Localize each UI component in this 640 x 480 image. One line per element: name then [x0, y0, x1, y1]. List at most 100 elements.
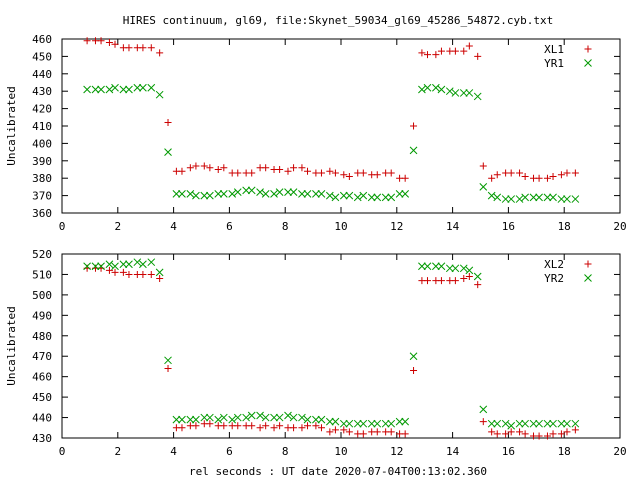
data-point	[220, 422, 228, 430]
data-point	[515, 195, 524, 203]
data-point	[83, 262, 91, 271]
x-tick-label: 10	[334, 445, 347, 458]
data-point	[387, 169, 395, 177]
data-point	[298, 424, 306, 432]
data-point	[543, 419, 552, 428]
data-point	[284, 411, 292, 420]
data-point	[317, 169, 325, 177]
data-point	[451, 47, 459, 55]
data-point	[410, 122, 418, 130]
x-tick-label: 2	[114, 220, 121, 233]
data-point	[423, 51, 431, 59]
data-point	[395, 417, 404, 426]
data-point	[373, 419, 382, 428]
data-point	[493, 430, 501, 438]
data-point	[206, 420, 214, 428]
data-point	[345, 191, 354, 200]
data-point	[147, 270, 155, 278]
x-tick-label: 0	[59, 445, 66, 458]
y-axis-label: Uncalibrated	[5, 306, 18, 385]
data-point	[487, 191, 496, 200]
data-point	[345, 419, 354, 428]
y-tick-label: 420	[32, 103, 52, 116]
data-point	[557, 419, 566, 428]
data-point	[367, 193, 376, 202]
data-point	[563, 169, 571, 177]
data-point	[473, 272, 482, 281]
data-point	[97, 262, 105, 271]
data-point	[242, 186, 250, 195]
data-point	[432, 262, 440, 271]
top-panel: 0 2 4 6 8 10 12 14 16 18 20 360 370 380 390 400 410 420 43…	[5, 33, 627, 233]
data-point	[549, 193, 557, 202]
x-tick-label: 18	[558, 445, 571, 458]
y-tick-label: 510	[32, 268, 52, 281]
data-point	[359, 430, 367, 438]
data-point	[276, 422, 284, 430]
data-point	[529, 419, 538, 428]
data-point	[473, 92, 482, 101]
data-point	[401, 417, 410, 426]
data-point	[276, 166, 284, 173]
data-point	[275, 188, 284, 196]
data-point	[501, 195, 510, 203]
data-point	[359, 419, 368, 428]
data-point	[275, 413, 284, 422]
bottom-panel: 0 2 4 6 8 10 12 14 16 18 20 430 440 450 460 470 480 490 50…	[5, 248, 627, 458]
data-point	[111, 83, 119, 92]
data-point	[515, 419, 524, 428]
legend-marker	[584, 274, 592, 282]
data-point	[339, 419, 348, 428]
data-point	[401, 174, 409, 182]
data-point	[234, 169, 242, 177]
data-point	[535, 419, 543, 428]
data-point	[423, 262, 432, 271]
data-point	[325, 417, 334, 426]
y-tick-label: 450	[32, 50, 52, 63]
data-point	[139, 270, 147, 278]
data-point	[331, 169, 339, 177]
data-point	[83, 85, 91, 94]
data-point	[192, 162, 200, 170]
y-tick-label: 440	[32, 68, 52, 81]
data-point	[206, 413, 214, 422]
data-point	[487, 419, 496, 428]
data-point	[178, 424, 186, 432]
data-point	[270, 424, 278, 432]
x-tick-label: 8	[282, 220, 289, 233]
y-tick-label: 460	[32, 33, 52, 46]
data-point	[242, 413, 250, 422]
data-point	[535, 174, 543, 182]
x-tick-label: 12	[390, 445, 403, 458]
data-point	[549, 430, 557, 438]
data-point	[105, 266, 113, 274]
x-tick-label: 16	[502, 220, 515, 233]
data-point	[125, 270, 133, 278]
data-point	[437, 277, 445, 285]
y-tick-label: 520	[32, 248, 52, 261]
legend-label: YR2	[544, 272, 564, 285]
data-point	[172, 415, 181, 424]
data-point	[155, 90, 164, 99]
data-point	[164, 356, 172, 365]
data-point	[460, 47, 468, 55]
data-point	[139, 83, 147, 92]
data-point	[247, 186, 256, 195]
data-point	[529, 193, 538, 202]
data-point	[206, 164, 214, 172]
y-tick-label: 490	[32, 309, 52, 322]
data-point	[111, 40, 119, 48]
data-point	[147, 258, 156, 267]
data-point	[387, 419, 396, 428]
data-point	[488, 174, 496, 182]
data-point	[326, 428, 334, 436]
data-point	[543, 174, 551, 182]
legend-marker	[584, 260, 592, 268]
data-point	[401, 190, 410, 198]
data-point	[445, 87, 454, 96]
data-point	[571, 195, 580, 203]
data-point	[331, 417, 340, 426]
data-point	[373, 171, 381, 179]
data-point	[119, 260, 128, 269]
